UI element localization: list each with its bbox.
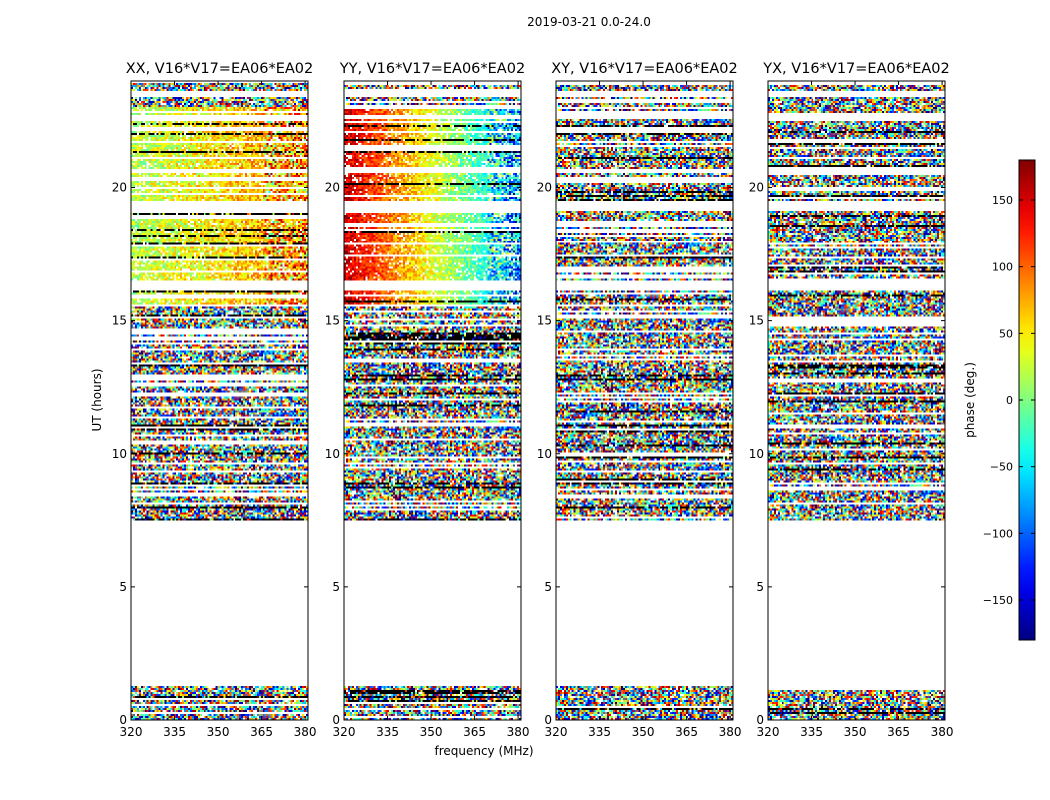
x-tick-label: 365 [250, 725, 273, 739]
y-tick-label: 0 [332, 713, 340, 727]
y-tick-label: 15 [537, 314, 552, 328]
y-tick-label: 5 [544, 580, 552, 594]
y-tick-label: 20 [749, 181, 764, 195]
panel-frame [130, 80, 309, 721]
suptitle: 2019-03-21 0.0-24.0 [527, 15, 651, 29]
panel-title: YY, V16*V17=EA06*EA02 [339, 61, 525, 77]
x-axis-label: frequency (MHz) [434, 744, 533, 758]
y-tick-label: 10 [537, 447, 552, 461]
x-tick-label: 380 [931, 725, 954, 739]
y-axis-label: UT (hours) [90, 368, 104, 431]
x-tick-label: 365 [887, 725, 910, 739]
colorbar-tick-label: 50 [999, 327, 1013, 340]
x-tick-label: 320 [545, 725, 568, 739]
x-tick-label: 335 [376, 725, 399, 739]
x-tick-label: 365 [463, 725, 486, 739]
x-tick-label: 350 [632, 725, 655, 739]
heatmap-1 [131, 81, 308, 720]
panel-3: XY, V16*V17=EA06*EA02 320 335 350 365 380 0 5 10… [537, 61, 742, 739]
y-tick-label: 5 [332, 580, 340, 594]
x-tick-label: 365 [675, 725, 698, 739]
y-tick-label: 20 [112, 181, 127, 195]
panel-4: YX, V16*V17=EA06*EA02 320 335 350 365 380 0 5 10… [749, 61, 954, 739]
panel-frame [555, 80, 734, 721]
panel-frame [767, 80, 946, 721]
y-tick-label: 0 [119, 713, 127, 727]
x-tick-label: 320 [120, 725, 143, 739]
y-tick-label: 10 [112, 447, 127, 461]
x-tick-label: 350 [207, 725, 230, 739]
y-tick-label: 15 [749, 314, 764, 328]
x-tick-label: 320 [757, 725, 780, 739]
x-tick-label: 335 [800, 725, 823, 739]
y-tick-label: 5 [119, 580, 127, 594]
colorbar-tick-label: 100 [992, 261, 1013, 274]
x-tick-label: 380 [507, 725, 530, 739]
x-tick-label: 350 [420, 725, 443, 739]
x-tick-label: 350 [844, 725, 867, 739]
panel-2: YY, V16*V17=EA06*EA02 320 335 350 365 380 0 5 10… [325, 61, 530, 739]
x-tick-label: 335 [163, 725, 186, 739]
panel-frame [343, 80, 522, 721]
panel-title: YX, V16*V17=EA06*EA02 [762, 61, 949, 77]
panel-title: XY, V16*V17=EA06*EA02 [551, 61, 737, 77]
panels: XX, V16*V17=EA06*EA02 320 335 350 365 380 0 5 10… [112, 61, 954, 739]
y-tick-label: 0 [544, 713, 552, 727]
y-tick-label: 0 [756, 713, 764, 727]
colorbar-label: phase (deg.) [963, 362, 977, 438]
panel-1: XX, V16*V17=EA06*EA02 320 335 350 365 380 0 5 10… [112, 61, 317, 739]
heatmap-3 [556, 81, 733, 720]
heatmap-4 [768, 81, 945, 720]
y-tick-label: 5 [756, 580, 764, 594]
y-tick-label: 20 [325, 181, 340, 195]
y-tick-label: 10 [749, 447, 764, 461]
y-tick-label: 15 [112, 314, 127, 328]
x-tick-label: 335 [588, 725, 611, 739]
colorbar: 150 100 50 0 −50 −100 −150 [983, 159, 1036, 641]
colorbar-tick-label: −150 [983, 594, 1013, 607]
y-tick-label: 20 [537, 181, 552, 195]
heatmap-2 [344, 81, 521, 720]
x-tick-label: 380 [294, 725, 317, 739]
panel-title: XX, V16*V17=EA06*EA02 [126, 61, 314, 77]
x-tick-label: 380 [719, 725, 742, 739]
colorbar-tick-label: 0 [1006, 394, 1013, 407]
y-tick-label: 15 [325, 314, 340, 328]
colorbar-tick-label: 150 [992, 194, 1013, 207]
y-tick-label: 10 [325, 447, 340, 461]
colorbar-tick-label: −50 [990, 461, 1013, 474]
x-tick-label: 320 [333, 725, 356, 739]
colorbar-tick-label: −100 [983, 527, 1013, 540]
